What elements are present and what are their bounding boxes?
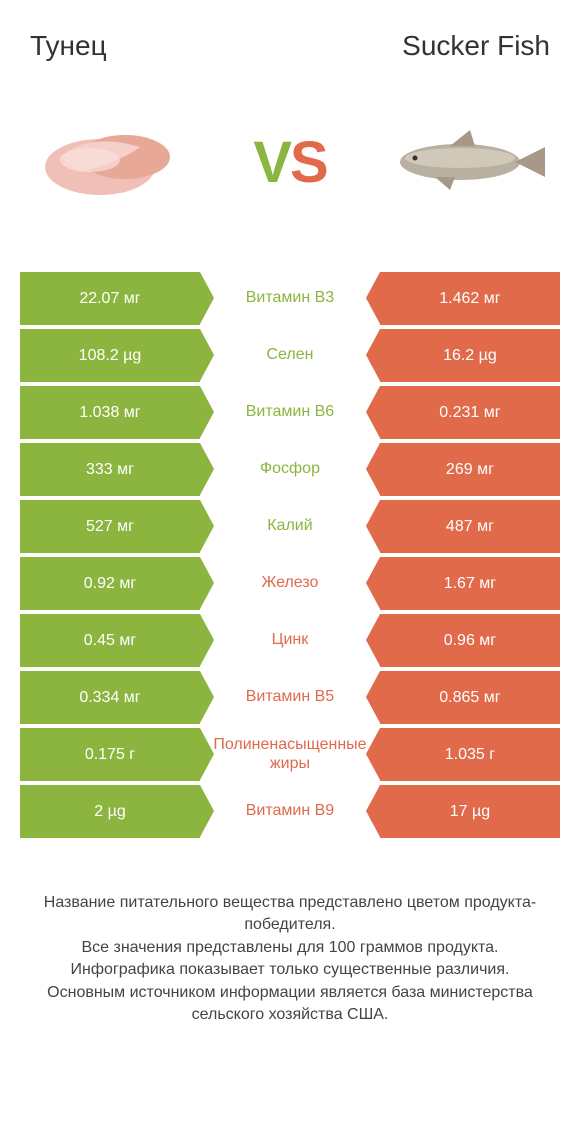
value-right: 487 мг <box>380 500 560 553</box>
table-row: 1.038 мгВитамин B60.231 мг <box>20 386 560 439</box>
title-left: Тунец <box>30 30 107 62</box>
table-row: 333 мгФосфор269 мг <box>20 443 560 496</box>
footer-line: Все значения представлены для 100 граммо… <box>30 937 550 959</box>
value-right: 269 мг <box>380 443 560 496</box>
nutrient-name: Селен <box>200 329 380 382</box>
value-left: 22.07 мг <box>20 272 200 325</box>
table-row: 0.334 мгВитамин B50.865 мг <box>20 671 560 724</box>
value-left: 2 µg <box>20 785 200 838</box>
nutrient-name: Полиненасыщенные жиры <box>200 728 380 781</box>
vs-label: VS <box>253 129 326 196</box>
footer-line: Основным источником информации является … <box>30 982 550 1027</box>
value-left: 0.45 мг <box>20 614 200 667</box>
footer-line: Название питательного вещества представл… <box>30 892 550 937</box>
table-row: 108.2 µgСелен16.2 µg <box>20 329 560 382</box>
value-right: 1.035 г <box>380 728 560 781</box>
value-right: 16.2 µg <box>380 329 560 382</box>
footer-note: Название питательного вещества представл… <box>20 892 560 1026</box>
infographic: Тунец Sucker Fish VS 22.07 мг <box>0 0 580 1144</box>
value-left: 527 мг <box>20 500 200 553</box>
value-left: 0.334 мг <box>20 671 200 724</box>
tuna-image <box>30 102 200 222</box>
table-row: 0.175 гПолиненасыщенные жиры1.035 г <box>20 728 560 781</box>
sucker-fish-image <box>380 102 550 222</box>
value-right: 0.96 мг <box>380 614 560 667</box>
vs-s: S <box>290 130 327 195</box>
header: Тунец Sucker Fish <box>20 30 560 72</box>
value-right: 0.231 мг <box>380 386 560 439</box>
value-left: 0.175 г <box>20 728 200 781</box>
nutrient-name: Витамин B3 <box>200 272 380 325</box>
nutrient-name: Железо <box>200 557 380 610</box>
nutrient-name: Цинк <box>200 614 380 667</box>
nutrient-name: Калий <box>200 500 380 553</box>
value-left: 0.92 мг <box>20 557 200 610</box>
value-right: 0.865 мг <box>380 671 560 724</box>
comparison-table: 22.07 мгВитамин B31.462 мг108.2 µgСелен1… <box>20 272 560 842</box>
value-left: 108.2 µg <box>20 329 200 382</box>
title-right: Sucker Fish <box>402 30 550 62</box>
vs-v: V <box>253 130 290 195</box>
table-row: 0.92 мгЖелезо1.67 мг <box>20 557 560 610</box>
value-left: 1.038 мг <box>20 386 200 439</box>
footer-line: Инфографика показывает только существенн… <box>30 959 550 981</box>
value-left: 333 мг <box>20 443 200 496</box>
hero-row: VS <box>20 72 560 252</box>
table-row: 2 µgВитамин B917 µg <box>20 785 560 838</box>
nutrient-name: Витамин B5 <box>200 671 380 724</box>
value-right: 17 µg <box>380 785 560 838</box>
table-row: 22.07 мгВитамин B31.462 мг <box>20 272 560 325</box>
nutrient-name: Витамин B6 <box>200 386 380 439</box>
nutrient-name: Витамин B9 <box>200 785 380 838</box>
value-right: 1.462 мг <box>380 272 560 325</box>
value-right: 1.67 мг <box>380 557 560 610</box>
table-row: 0.45 мгЦинк0.96 мг <box>20 614 560 667</box>
nutrient-name: Фосфор <box>200 443 380 496</box>
table-row: 527 мгКалий487 мг <box>20 500 560 553</box>
